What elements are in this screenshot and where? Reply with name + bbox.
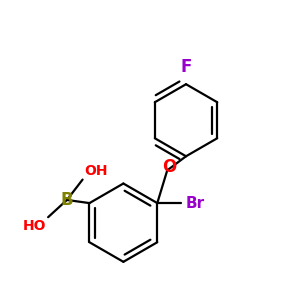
Text: Br: Br (185, 196, 205, 211)
Text: B: B (61, 191, 73, 209)
Text: O: O (162, 158, 176, 176)
Text: F: F (180, 58, 192, 76)
Text: HO: HO (23, 219, 46, 233)
Text: OH: OH (84, 164, 108, 178)
